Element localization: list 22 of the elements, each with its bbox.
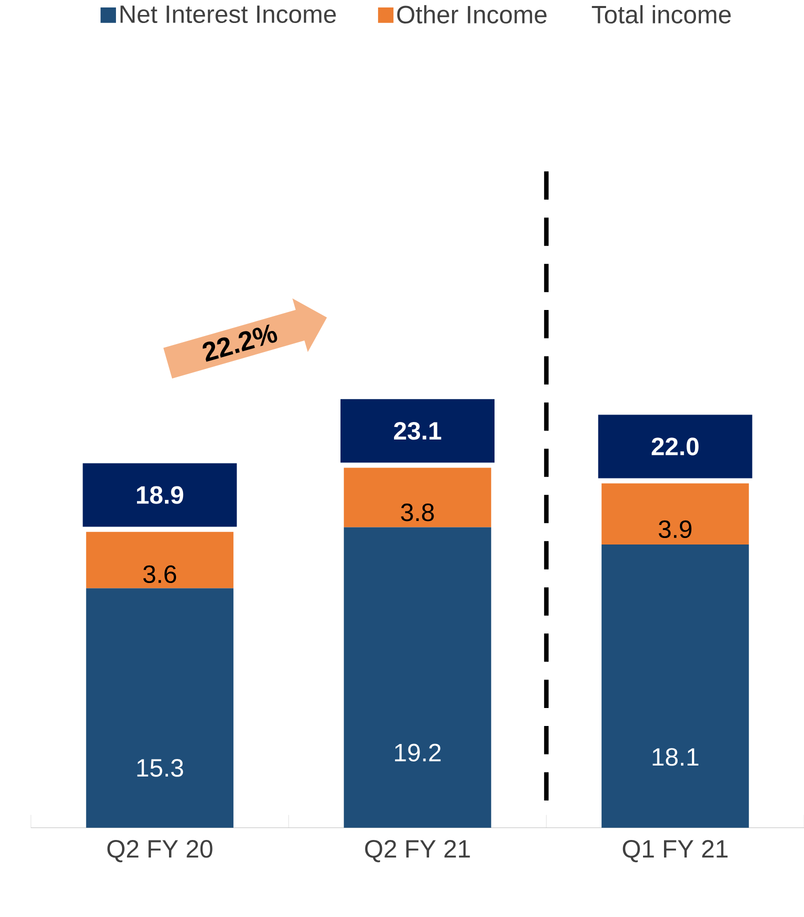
bar: [344, 468, 491, 528]
legend-label: Net Interest Income: [120, 6, 336, 24]
bar: [601, 483, 749, 544]
legend-label: Other Income: [397, 5, 546, 24]
x-tick-label: Q1 FY 21: [622, 840, 728, 862]
data-label: 3.6: [143, 565, 176, 584]
x-tick-label: Q2 FY 21: [364, 840, 470, 862]
total-label: 23.1: [394, 422, 442, 440]
bar: [601, 544, 749, 828]
data-label: 3.9: [658, 520, 692, 538]
bar: [86, 532, 234, 588]
data-label: 18.1: [652, 748, 698, 766]
x-tick-label: Q2 FY 20: [107, 840, 212, 862]
data-label: 19.2: [394, 744, 440, 762]
text: 22.2%: [202, 324, 277, 362]
text: Total income: [592, 5, 731, 24]
bar: [86, 588, 234, 828]
bar: [344, 527, 491, 828]
data-label: 15.3: [137, 759, 183, 777]
data-label: 3.8: [400, 504, 434, 522]
total-label: 18.9: [136, 486, 184, 504]
total-label: 22.0: [652, 438, 698, 456]
